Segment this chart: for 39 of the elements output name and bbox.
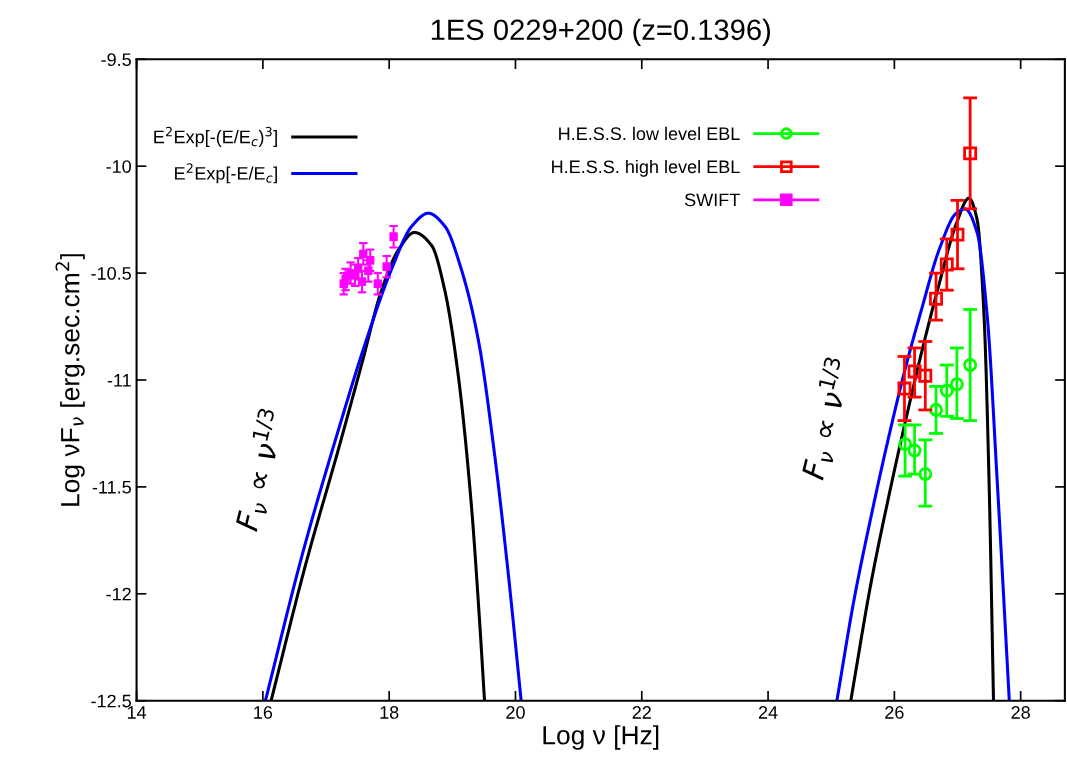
point xyxy=(929,402,943,417)
point xyxy=(929,291,943,306)
point xyxy=(907,443,922,458)
point xyxy=(963,358,978,372)
point xyxy=(918,467,933,482)
annotation: F$_{ν}$ ∝ ν$^{1/3}$ xyxy=(229,407,291,534)
y-tick-label: -11 xyxy=(107,374,131,387)
point xyxy=(907,364,922,379)
point xyxy=(939,257,954,272)
x-tick-label: 24 xyxy=(758,706,778,719)
point xyxy=(918,368,933,383)
x-tick-label: 14 xyxy=(127,706,147,719)
point xyxy=(898,437,913,452)
y-tick-label: -11.5 xyxy=(92,481,131,494)
point xyxy=(963,146,978,161)
chart-title: 1ES 0229+200 (z=0.1396) xyxy=(431,18,770,46)
legend-label: E$^{2}$Exp[-E/E$_{c}$] xyxy=(175,163,277,184)
x-tick-label: 16 xyxy=(254,706,273,719)
y-axis-title: Log νF$_{ν}$ [erg.sec.cm$^{2}$] xyxy=(55,254,85,506)
point xyxy=(949,377,964,392)
y-tick-label: -10 xyxy=(106,160,132,173)
x-tick-label: 22 xyxy=(632,706,651,719)
legend-label: E$^{2}$Exp[-(E/E$_{c}$)$^{3}$] xyxy=(154,126,277,147)
legend-label: H.E.S.S. low level EBL xyxy=(559,126,740,141)
point xyxy=(939,383,954,398)
y-tick-label: -12.5 xyxy=(91,694,131,708)
legend-label: SWIFT xyxy=(684,193,740,207)
x-tick-label: 20 xyxy=(506,706,525,719)
point xyxy=(897,381,912,396)
x-tick-label: 18 xyxy=(380,706,399,719)
point xyxy=(950,227,965,242)
x-tick-label: 28 xyxy=(1011,706,1030,719)
y-tick-label: -12 xyxy=(106,587,131,601)
y-tick-label: -10.5 xyxy=(91,267,131,280)
x-tick-label: 26 xyxy=(885,706,904,719)
x-axis-title: Log ν [Hz] xyxy=(543,725,659,750)
annotation: F$_{ν}$ ∝ ν$^{1/3}$ xyxy=(796,356,858,482)
y-tick-label: -9.5 xyxy=(101,53,131,67)
legend-label: H.E.S.S. high level EBL xyxy=(552,159,740,177)
